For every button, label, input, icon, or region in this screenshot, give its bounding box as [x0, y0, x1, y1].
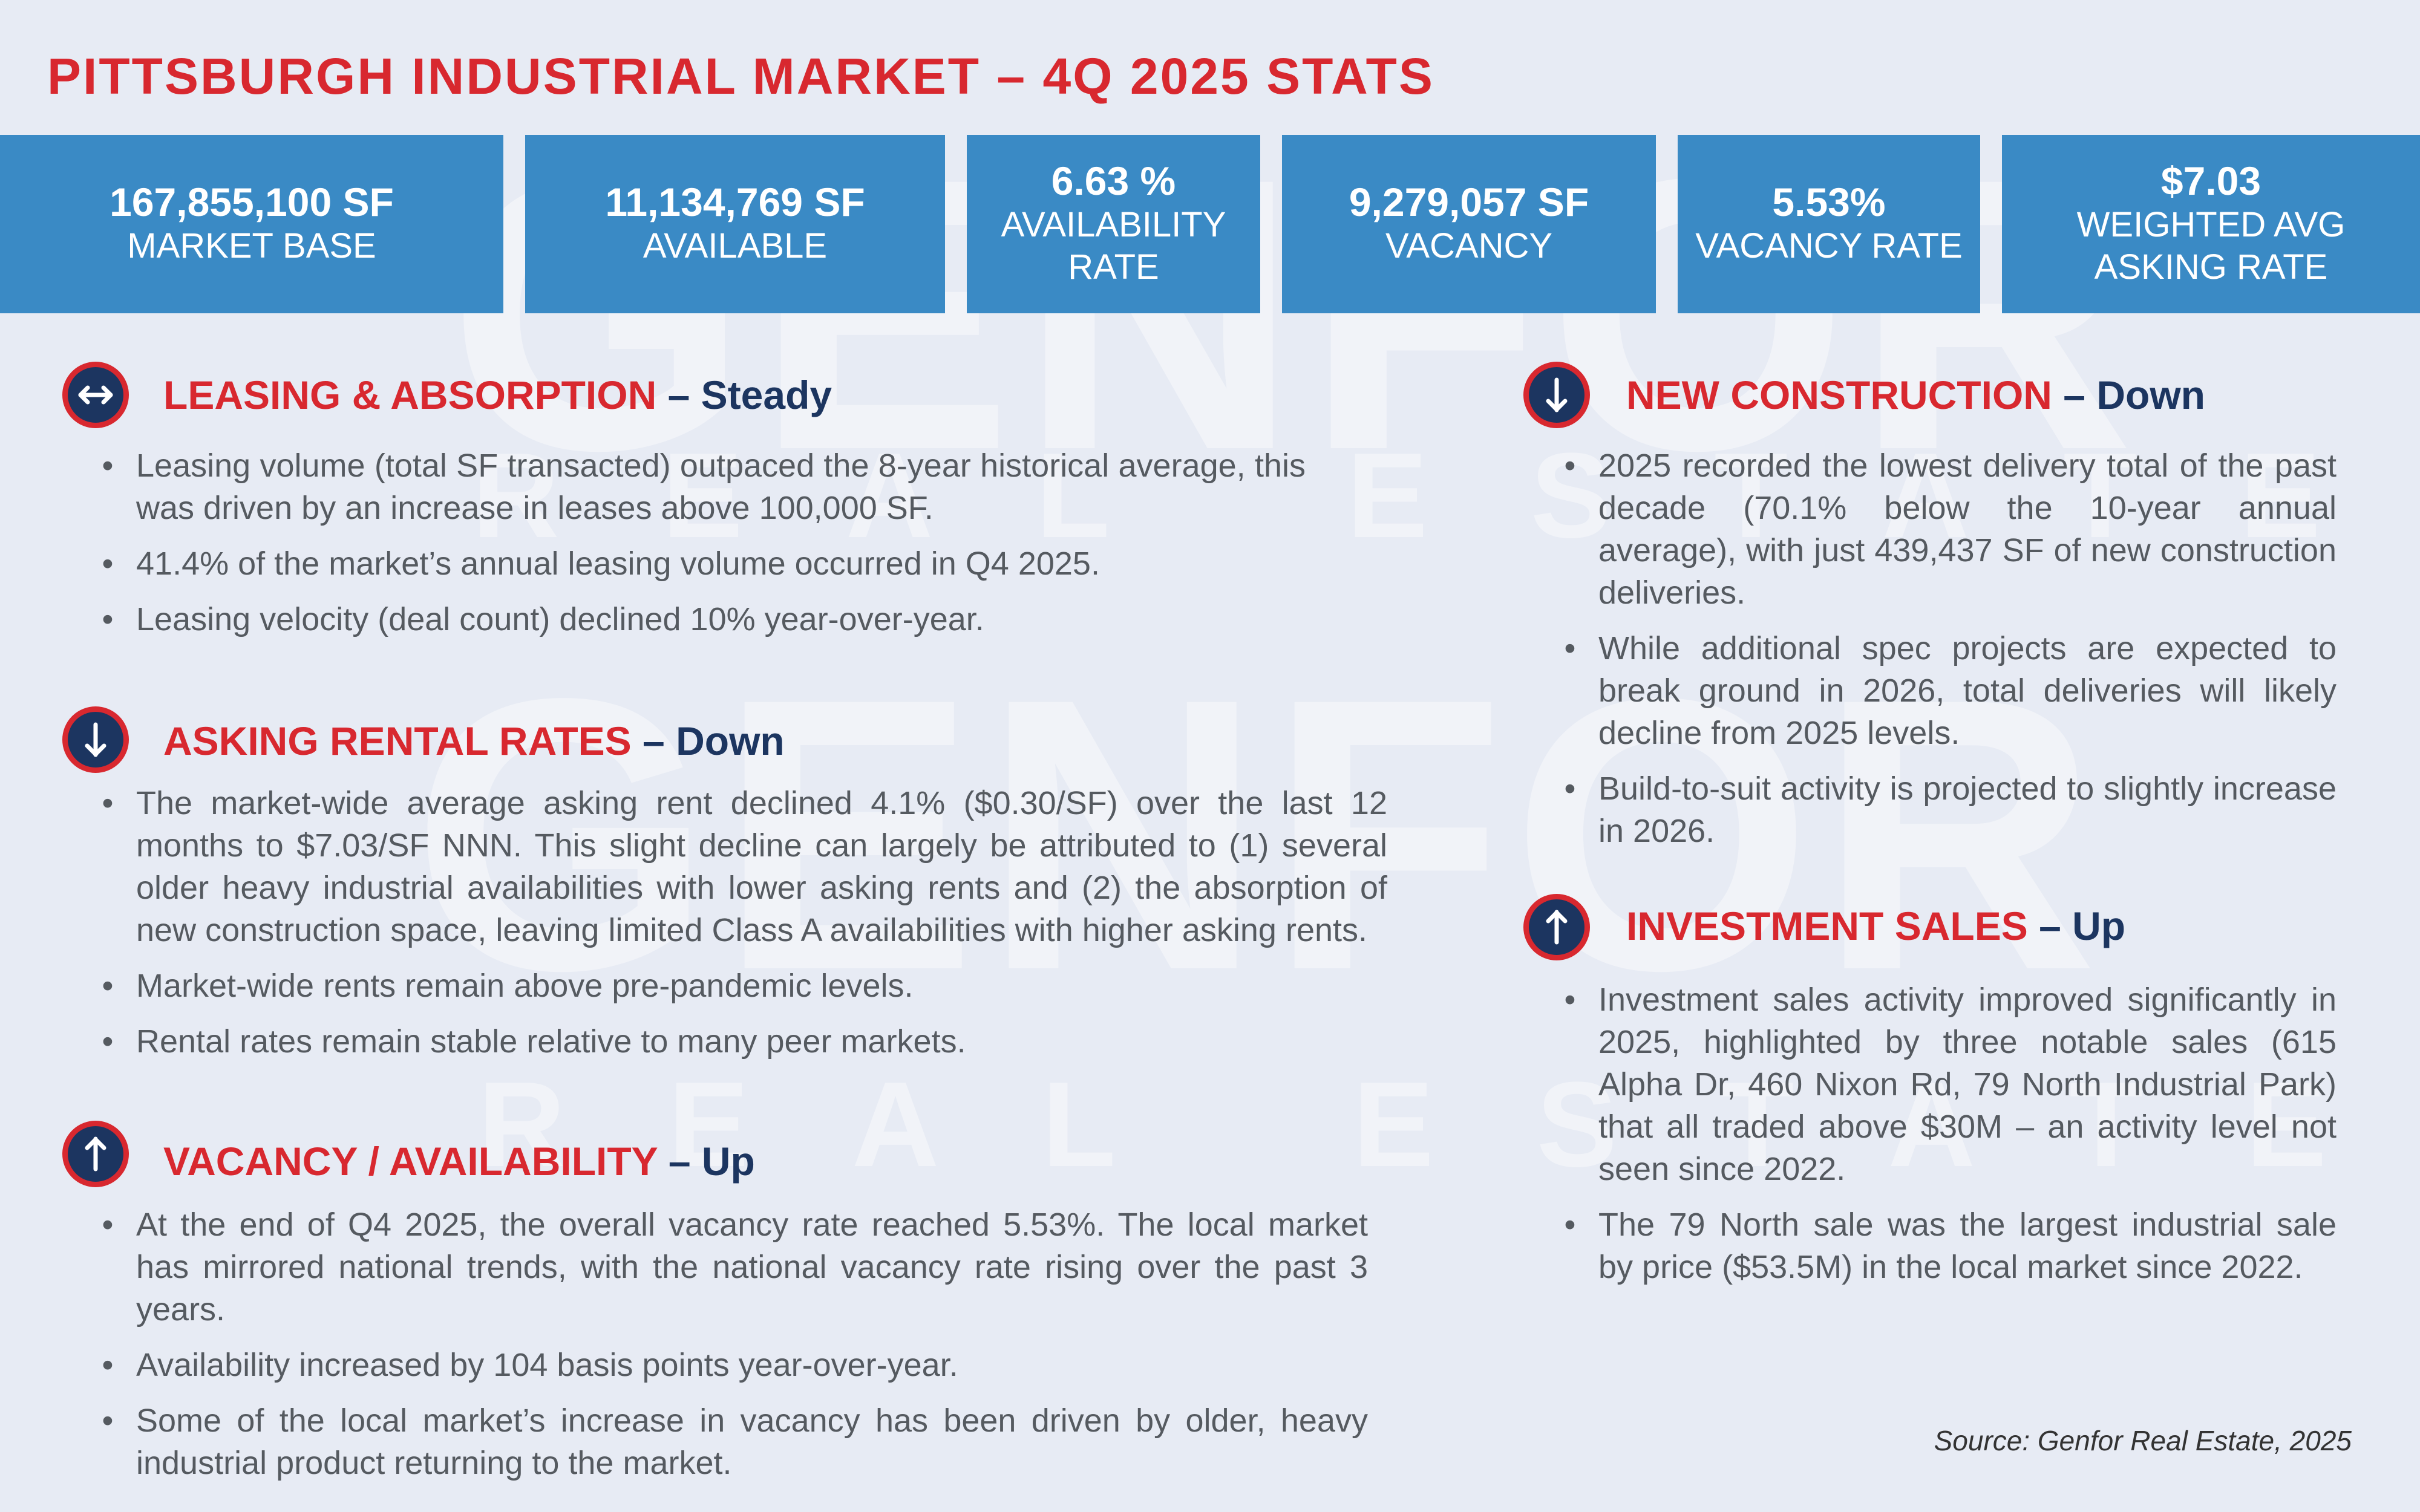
section-bullets-vacancy: At the end of Q4 2025, the overall vacan… — [93, 1204, 1368, 1497]
stat-market-base: 167,855,100 SF MARKET BASE — [0, 135, 503, 313]
section-dash: – — [657, 1139, 702, 1184]
stat-label: MARKET BASE — [127, 226, 376, 266]
list-item: Leasing volume (total SF transacted) out… — [93, 445, 1306, 529]
list-item: Leasing velocity (deal count) declined 1… — [93, 598, 1306, 640]
stat-value: 11,134,769 SF — [605, 180, 865, 225]
page-title: PITTSBURGH INDUSTRIAL MARKET – 4Q 2025 S… — [47, 48, 1434, 105]
list-item: 41.4% of the market’s annual leasing vol… — [93, 543, 1306, 585]
section-name: INVESTMENT SALES — [1626, 904, 2028, 948]
source-note: Source: Genfor Real Estate, 2025 — [1934, 1425, 2352, 1456]
up-arrow-icon — [62, 1121, 129, 1187]
section-bullets-leasing: Leasing volume (total SF transacted) out… — [93, 445, 1306, 654]
section-bullets-asking: The market-wide average asking rent decl… — [93, 782, 1387, 1076]
stat-availability-rate: 6.63 % AVAILABILITY RATE — [967, 135, 1260, 313]
up-arrow-icon — [1523, 894, 1590, 960]
stat-label: AVAILABILITY — [1001, 204, 1226, 244]
section-heading-leasing: LEASING & ABSORPTION – Steady — [163, 372, 832, 418]
stat-value: $7.03 — [2160, 158, 2261, 203]
section-heading-investment: INVESTMENT SALES – Up — [1626, 903, 2125, 949]
list-item: Some of the local market’s increase in v… — [93, 1400, 1368, 1484]
list-item: Build-to-suit activity is projected to s… — [1555, 767, 2337, 852]
section-bullets-construction: 2025 recorded the lowest delivery total … — [1555, 445, 2337, 865]
section-dash: – — [2052, 373, 2097, 417]
section-trend: Up — [701, 1139, 755, 1184]
section-trend: Down — [2096, 373, 2205, 417]
section-heading-vacancy: VACANCY / AVAILABILITY – Up — [163, 1138, 755, 1184]
section-name: ASKING RENTAL RATES — [163, 719, 632, 763]
stat-label: WEIGHTED AVG — [2076, 204, 2346, 244]
stat-label: VACANCY RATE — [1695, 226, 1963, 266]
stat-value: 5.53% — [1772, 180, 1886, 225]
stat-label: RATE — [1068, 247, 1159, 287]
stat-label: VACANCY — [1385, 226, 1553, 266]
list-item: The 79 North sale was the largest indust… — [1555, 1204, 2337, 1288]
list-item: Rental rates remain stable relative to m… — [93, 1020, 1387, 1063]
list-item: Investment sales activity improved signi… — [1555, 979, 2337, 1190]
section-trend: Steady — [701, 373, 832, 417]
list-item: At the end of Q4 2025, the overall vacan… — [93, 1204, 1368, 1331]
section-dash: – — [2027, 904, 2073, 948]
stat-label: AVAILABLE — [643, 226, 828, 266]
section-bullets-investment: Investment sales activity improved signi… — [1555, 979, 2337, 1302]
section-name: LEASING & ABSORPTION — [163, 373, 657, 417]
section-name: NEW CONSTRUCTION — [1626, 373, 2052, 417]
stat-available: 11,134,769 SF AVAILABLE — [525, 135, 945, 313]
left-right-arrow-icon — [62, 362, 129, 428]
stats-banner: 167,855,100 SF MARKET BASE 11,134,769 SF… — [0, 135, 2420, 313]
list-item: 2025 recorded the lowest delivery total … — [1555, 445, 2337, 614]
down-arrow-icon — [1523, 362, 1590, 428]
down-arrow-icon — [62, 706, 129, 773]
list-item: Market-wide rents remain above pre-pande… — [93, 965, 1387, 1007]
section-name: VACANCY / AVAILABILITY — [163, 1139, 658, 1184]
stat-value: 167,855,100 SF — [110, 180, 394, 225]
section-trend: Down — [676, 719, 785, 763]
section-heading-construction: NEW CONSTRUCTION – Down — [1626, 372, 2205, 418]
stat-vacancy: 9,279,057 SF VACANCY — [1282, 135, 1656, 313]
section-trend: Up — [2072, 904, 2126, 948]
list-item: While additional spec projects are expec… — [1555, 627, 2337, 754]
section-dash: – — [631, 719, 676, 763]
stat-weighted-avg-asking-rate: $7.03 WEIGHTED AVG ASKING RATE — [2002, 135, 2420, 313]
stat-vacancy-rate: 5.53% VACANCY RATE — [1678, 135, 1980, 313]
section-heading-asking: ASKING RENTAL RATES – Down — [163, 718, 785, 764]
section-dash: – — [656, 373, 701, 417]
list-item: The market-wide average asking rent decl… — [93, 782, 1387, 951]
stat-value: 6.63 % — [1051, 158, 1176, 203]
stat-value: 9,279,057 SF — [1349, 180, 1589, 225]
list-item: Availability increased by 104 basis poin… — [93, 1344, 1368, 1386]
stat-label: ASKING RATE — [2094, 247, 2328, 287]
